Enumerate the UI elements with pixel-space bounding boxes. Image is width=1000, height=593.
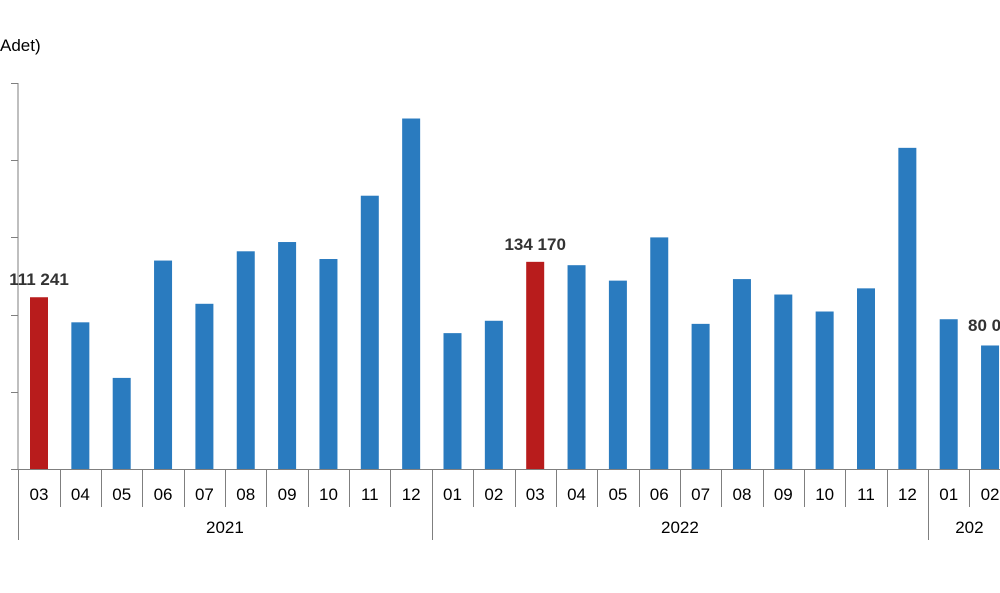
x-tick-label: 10 <box>319 485 338 504</box>
x-tick-label: 09 <box>774 485 793 504</box>
year-label: 202 <box>955 518 983 537</box>
bar <box>278 242 297 469</box>
bar <box>691 323 710 469</box>
bar <box>608 280 627 469</box>
bar <box>236 251 255 469</box>
bar <box>195 303 214 469</box>
bar <box>360 195 379 469</box>
x-tick-label: 06 <box>154 485 173 504</box>
bar <box>71 322 90 469</box>
year-label: 2022 <box>661 518 699 537</box>
x-tick-label: 02 <box>981 485 1000 504</box>
bar <box>981 345 1000 469</box>
x-tick-label: 12 <box>898 485 917 504</box>
bar <box>30 297 48 469</box>
x-tick-label: 07 <box>691 485 710 504</box>
bar <box>774 294 793 469</box>
bar <box>815 311 834 469</box>
x-tick-label: 05 <box>608 485 627 504</box>
x-tick-label: 11 <box>857 485 875 504</box>
bar <box>443 333 462 469</box>
bar <box>857 288 875 469</box>
bar <box>898 147 917 469</box>
x-tick-label: 09 <box>278 485 297 504</box>
bar <box>526 261 545 469</box>
x-tick-label: 01 <box>939 485 958 504</box>
y-axis-unit-label: Adet) <box>0 36 41 55</box>
data-label: 80 0 <box>968 316 1000 335</box>
x-tick-label: 05 <box>112 485 131 504</box>
x-tick-label: 04 <box>71 485 90 504</box>
bar <box>567 265 586 469</box>
bar <box>484 320 503 469</box>
x-tick-label: 01 <box>443 485 462 504</box>
bar <box>112 377 131 469</box>
x-tick-label: 07 <box>195 485 214 504</box>
year-label: 2021 <box>206 518 244 537</box>
x-tick-label: 04 <box>567 485 586 504</box>
x-tick-label: 11 <box>361 485 379 504</box>
x-tick-label: 03 <box>30 485 49 504</box>
data-label: 134 170 <box>504 235 565 254</box>
x-tick-label: 10 <box>815 485 834 504</box>
x-tick-label: 08 <box>732 485 751 504</box>
bar <box>650 237 669 469</box>
bar <box>319 259 338 469</box>
data-label: 111 241 <box>9 270 69 289</box>
bar <box>732 279 751 469</box>
x-tick-label: 12 <box>402 485 421 504</box>
bar <box>939 319 958 469</box>
x-tick-label: 06 <box>650 485 669 504</box>
x-tick-label: 08 <box>236 485 255 504</box>
x-tick-label: 03 <box>526 485 545 504</box>
bar <box>402 118 421 470</box>
bar <box>154 260 173 469</box>
x-tick-label: 02 <box>484 485 503 504</box>
